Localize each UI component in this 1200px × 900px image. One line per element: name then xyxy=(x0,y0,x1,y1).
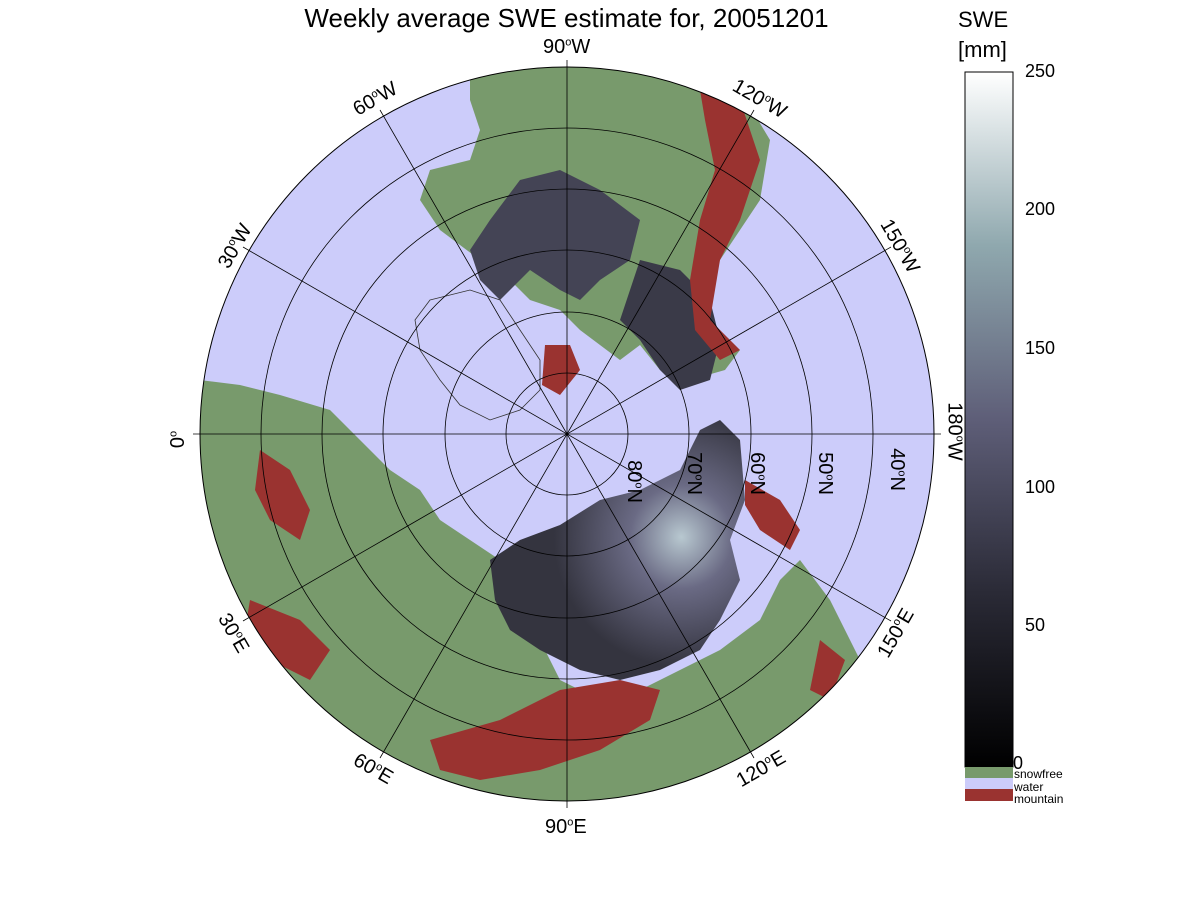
colorbar xyxy=(964,71,1014,768)
map-title: Weekly average SWE estimate for, 2005120… xyxy=(304,3,829,33)
colorbar-tick-150: 150 xyxy=(1025,338,1056,358)
colorbar-unit: SWE [mm] xyxy=(958,5,1008,65)
colorbar-tick-200: 200 xyxy=(1025,199,1056,219)
colorbar-unit-line2: [mm] xyxy=(958,37,1007,62)
mountain-greenland-east xyxy=(542,345,580,395)
land-europe-africa xyxy=(200,380,860,801)
meridian-150w-30e xyxy=(242,246,892,622)
mountain-rockies xyxy=(690,90,760,360)
meridians xyxy=(193,60,941,808)
legend-label-mountain: mountain xyxy=(1014,792,1064,806)
lat-label-80n: 80oN xyxy=(622,460,645,503)
lat-label-40n: 40oN xyxy=(885,448,908,491)
colorbar-tick-50: 50 xyxy=(1025,615,1046,635)
legend-swatch-mountain xyxy=(965,789,1013,801)
colorbar-unit-line1: SWE xyxy=(958,7,1009,32)
mountain-eastern-siberia xyxy=(745,480,800,550)
mountain-alps xyxy=(245,600,330,680)
lon-label-90w: 90oW xyxy=(543,36,591,58)
legend-label-snowfree: snowfree xyxy=(1014,767,1063,781)
colorbar-tick-100: 100 xyxy=(1025,477,1056,497)
snow-canada-arctic xyxy=(470,170,640,300)
mountain-japan xyxy=(810,640,845,700)
colorbar-tick-0: 0 xyxy=(1013,753,1024,773)
mountain-himalaya xyxy=(430,680,660,780)
mountain-scandinavia xyxy=(255,450,310,540)
lat-label-70n: 70oN xyxy=(682,452,705,495)
lon-label-0: 0o xyxy=(167,430,190,449)
lon-label-90e: 90oE xyxy=(545,816,587,838)
legend-label-water: water xyxy=(1014,780,1044,794)
lon-label-180w: 180oW xyxy=(943,402,966,461)
lat-label-60n: 60oN xyxy=(745,452,768,495)
colorbar-tick-250: 250 xyxy=(1025,61,1056,81)
legend-swatch-water xyxy=(965,778,1013,789)
legend-swatch-snowfree xyxy=(965,767,1013,778)
lat-label-50n: 50oN xyxy=(813,452,836,495)
snow-eurasia xyxy=(490,420,745,680)
